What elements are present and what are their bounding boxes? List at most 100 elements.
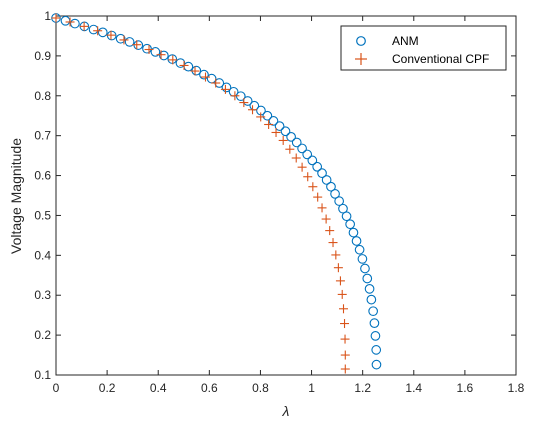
anm-point: [312, 161, 323, 172]
anm-point: [334, 196, 345, 206]
cpf-point: [230, 91, 240, 101]
anm-point: [326, 181, 336, 192]
anm-point: [268, 116, 279, 126]
anm-point: [262, 110, 273, 121]
x-tick-label: 0: [53, 381, 60, 395]
anm-point: [370, 331, 381, 341]
cpf-point: [256, 112, 266, 122]
cpf-point: [331, 250, 341, 260]
cpf-point: [201, 72, 210, 82]
cpf-point: [317, 203, 327, 213]
anm-point: [345, 219, 355, 230]
anm-point: [124, 37, 135, 47]
y-tick-label: 0.7: [34, 129, 51, 143]
cpf-point: [211, 78, 221, 88]
cpf-point: [239, 98, 249, 108]
anm-point: [330, 189, 340, 199]
cpf-point: [179, 60, 189, 70]
cpf-point: [79, 21, 89, 31]
y-tick-label: 0.4: [34, 248, 51, 262]
cpf-point: [278, 135, 288, 145]
cpf-point: [132, 40, 142, 50]
anm-point: [70, 18, 80, 29]
anm-point: [338, 203, 348, 214]
anm-point: [175, 58, 186, 68]
cpf-point: [248, 105, 258, 115]
anm-point: [362, 273, 373, 284]
y-tick-label: 0.1: [34, 368, 51, 382]
cpf-point: [303, 172, 313, 182]
cpf-point: [65, 17, 75, 27]
anm-point: [158, 50, 169, 61]
anm-point: [348, 227, 359, 238]
anm-point: [366, 294, 377, 305]
x-tick-label: 1: [308, 381, 315, 395]
x-tick-label: 0.4: [150, 381, 167, 395]
cpf-point: [308, 182, 318, 192]
y-tick-label: 0.8: [34, 89, 51, 103]
cpf-point: [168, 55, 178, 65]
cpf-point: [119, 35, 129, 45]
cpf-point: [328, 238, 338, 248]
anm-point: [307, 155, 318, 166]
y-axis-label: Voltage Magnitude: [8, 138, 24, 254]
anm-point: [321, 175, 332, 185]
cpf-point: [144, 45, 154, 55]
cpf-point: [333, 263, 343, 273]
cpf-point: [285, 144, 295, 154]
anm-point: [341, 211, 352, 222]
anm-point: [354, 244, 365, 255]
legend-box: [340, 25, 507, 71]
y-tick-label: 0.6: [34, 169, 51, 183]
y-tick-label: 0.3: [34, 288, 51, 302]
anm-point: [221, 82, 232, 93]
cpf-point: [271, 127, 281, 137]
anm-point: [371, 345, 382, 355]
anm-point: [297, 143, 307, 154]
anm-point: [199, 69, 209, 80]
cpf-point: [313, 192, 323, 202]
x-tick-label: 0.8: [252, 381, 269, 395]
y-tick-label: 0.5: [34, 208, 51, 222]
cpf-point: [291, 153, 301, 163]
x-tick-label: 1.8: [508, 381, 525, 395]
anm-point: [360, 263, 370, 274]
anm-point: [142, 43, 152, 54]
anm-point: [351, 236, 362, 246]
cpf-point: [156, 50, 166, 60]
x-tick-label: 1.2: [354, 381, 371, 395]
x-tick-label: 1.6: [457, 381, 474, 395]
anm-point: [291, 137, 302, 148]
x-tick-label: 0.6: [201, 381, 218, 395]
anm-point: [274, 121, 285, 131]
series-cpf: [51, 13, 350, 374]
cpf-point: [93, 26, 103, 36]
cpf-point: [340, 364, 350, 374]
anm-point: [150, 47, 161, 57]
cpf-point: [321, 214, 331, 224]
cpf-point: [340, 350, 350, 360]
legend-marker-anm: [356, 36, 366, 46]
x-axis-label: λ: [282, 403, 290, 419]
anm-point: [368, 306, 378, 317]
y-axis-ticks: 0.1 0.2 0.3 0.4 0.5 0.6 0.7 0.8 0.9 1: [34, 9, 516, 382]
x-tick-label: 1.4: [405, 381, 422, 395]
cpf-point: [335, 276, 345, 286]
anm-point: [317, 168, 327, 179]
legend-label-anm: ANM: [392, 34, 419, 48]
cpf-point: [340, 334, 350, 344]
legend-label-cpf: Conventional CPF: [392, 52, 489, 66]
cpf-point: [190, 66, 200, 76]
anm-point: [97, 27, 108, 38]
cpf-point: [325, 226, 335, 236]
legend-marker-cpf: [355, 53, 367, 65]
y-tick-label: 0.2: [34, 328, 51, 342]
cpf-point: [339, 304, 348, 314]
plot-area: [55, 15, 517, 376]
legend: ANM Conventional CPF: [340, 25, 507, 71]
anm-point: [371, 359, 382, 370]
y-tick-label: 0.9: [34, 49, 51, 63]
anm-point: [302, 149, 313, 160]
x-axis-ticks: 0 0.2 0.4 0.6 0.8 1 1.2 1.4 1.6 1.8: [53, 16, 525, 395]
